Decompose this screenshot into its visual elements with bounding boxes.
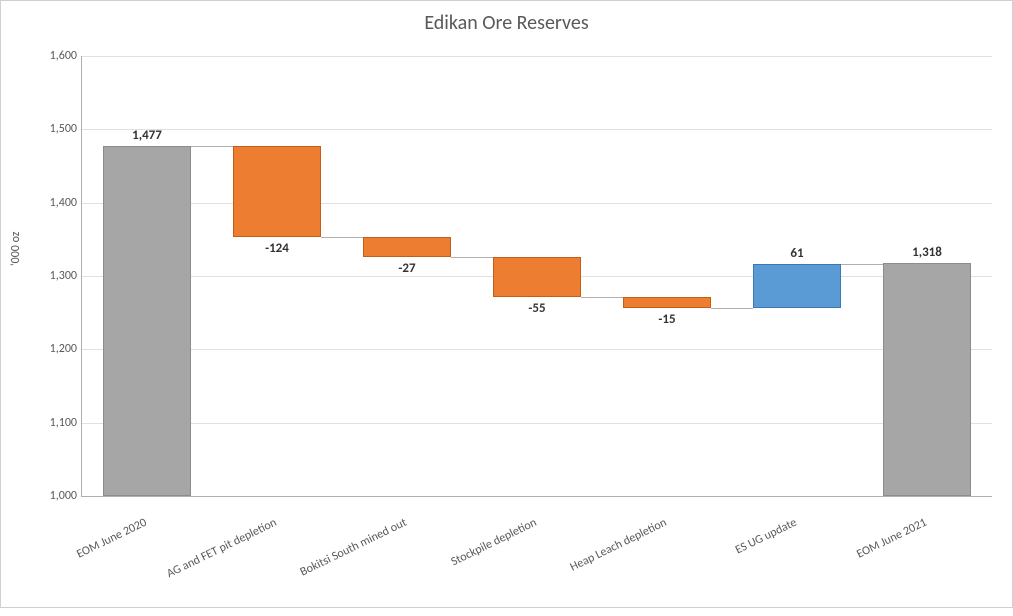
y-tick-label: 1,000 [27,489,77,503]
y-axis-label: '000 oz [9,231,23,266]
y-tick-label: 1,400 [27,196,77,210]
bar-decrease [493,257,581,297]
connector [191,146,233,147]
connector [711,308,753,309]
data-label: -124 [233,241,321,256]
data-label: 1,318 [883,245,971,260]
connector [841,264,883,265]
y-tick-label: 1,300 [27,269,77,283]
gridline [82,56,992,57]
gridline [82,349,992,350]
chart-title: Edikan Ore Reserves [1,11,1012,35]
bar-total [103,146,191,496]
plot-area: 1,477 -124 -27 -55 -15 61 1,318 [81,56,992,497]
data-label: 61 [753,246,841,261]
data-label: 1,477 [103,128,191,143]
y-tick-label: 1,100 [27,416,77,430]
gridline [82,203,992,204]
data-label: -15 [623,312,711,327]
bar-decrease [233,146,321,237]
y-tick-label: 1,500 [27,122,77,136]
x-labels: EOM June 2020AG and FET pit depletionBok… [81,499,991,599]
y-tick-label: 1,600 [27,49,77,63]
y-tick-label: 1,200 [27,342,77,356]
waterfall-chart: Edikan Ore Reserves '000 oz 1,477 -124 -27… [0,0,1013,608]
connector [321,237,363,238]
bar-total [883,263,971,496]
gridline [82,423,992,424]
bar-decrease [363,237,451,257]
gridline [82,129,992,130]
data-label: -27 [363,261,451,276]
connector [581,297,623,298]
data-label: -55 [493,301,581,316]
connector [451,257,493,258]
bar-decrease [623,297,711,308]
bar-increase [753,264,841,309]
